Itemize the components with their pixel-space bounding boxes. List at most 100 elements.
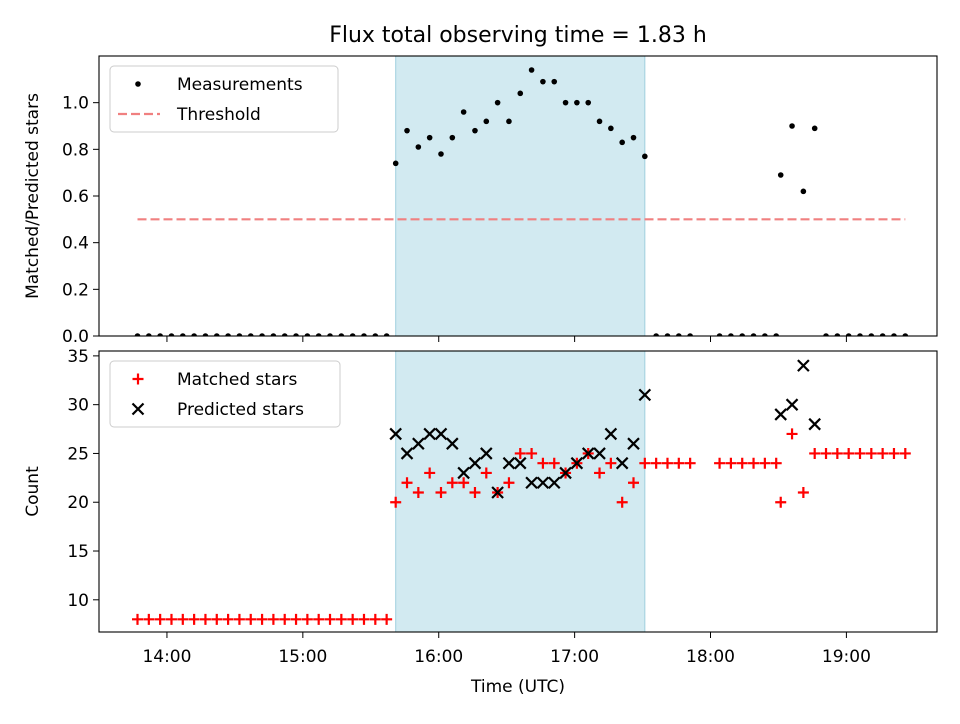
- predicted-star-point: [502, 456, 516, 470]
- measurement-point: [596, 118, 603, 125]
- measurement-point: [236, 333, 243, 336]
- measurement-point: [716, 333, 723, 336]
- measurement-point: [891, 333, 897, 336]
- matched-star-point: [877, 447, 889, 459]
- measurement-point: [472, 127, 478, 134]
- predicted-star-point: [547, 476, 561, 489]
- matched-star-point: [809, 447, 821, 459]
- predicted-star-point: [581, 447, 595, 460]
- matched-star-point: [748, 457, 760, 469]
- matched-star-point: [143, 613, 155, 625]
- matched-star-point: [132, 613, 144, 625]
- matched-star-point: [412, 486, 424, 498]
- measurement-point: [168, 333, 175, 336]
- matched-star-point: [899, 447, 911, 459]
- y-tick-label: 30: [67, 396, 89, 416]
- x-tick-label: 15:00: [278, 647, 327, 667]
- measurement-point: [676, 333, 682, 336]
- predicted-star-point: [412, 437, 425, 450]
- matched-star-point: [786, 428, 798, 440]
- measurement-point: [773, 333, 779, 336]
- marks: [132, 359, 911, 625]
- matched-star-point: [211, 613, 223, 625]
- matched-star-point: [526, 447, 538, 459]
- matched-star-point: [222, 613, 234, 625]
- measurement-point: [551, 78, 558, 85]
- legend-marker: [135, 81, 141, 87]
- panel-1: 0.0 0.2 0.4 0.6 0.8 1.0 Matched/Predicted star…: [23, 55, 938, 347]
- measurement-point: [868, 333, 875, 336]
- shaded-region: [395, 55, 646, 337]
- measurement-point: [281, 333, 288, 336]
- predicted-star-point: [423, 427, 436, 441]
- y-tick-label: 35: [67, 347, 89, 367]
- predicted-star-point: [389, 427, 402, 441]
- legend-box: [109, 360, 341, 428]
- predicted-star-point: [446, 437, 459, 450]
- legend-box: [109, 65, 339, 133]
- measurement-point: [392, 160, 399, 167]
- matched-star-point: [480, 467, 492, 479]
- matched-star-point: [267, 613, 279, 625]
- measurement-point: [506, 118, 512, 125]
- measurement-point: [134, 333, 141, 336]
- matched-star-point: [865, 447, 877, 459]
- matched-star-point: [358, 613, 370, 625]
- measurement-point: [687, 333, 693, 336]
- matched-star-point: [199, 613, 211, 625]
- measurement-point: [630, 134, 637, 141]
- matched-star-point: [888, 447, 900, 459]
- measurement-point: [460, 109, 467, 115]
- measurement-point: [857, 333, 863, 336]
- matched-star-point: [401, 477, 413, 489]
- matched-star-point: [154, 613, 166, 625]
- matched-star-point: [347, 613, 359, 625]
- x-tick-label: 18:00: [686, 647, 735, 667]
- measurement-point: [225, 333, 231, 336]
- measurement-point: [777, 172, 784, 178]
- matched-star-point: [639, 457, 651, 469]
- measurement-point: [834, 333, 841, 336]
- matched-star-point: [290, 613, 302, 625]
- measurement-point: [585, 99, 592, 106]
- y-tick-label: 10: [67, 591, 89, 611]
- measurement-point: [811, 125, 818, 132]
- y-tick-label: 0.2: [62, 280, 89, 300]
- measurement-point: [540, 78, 546, 85]
- matched-star-point: [775, 496, 787, 508]
- matched-star-point: [435, 486, 447, 498]
- matched-star-point: [548, 457, 560, 469]
- matched-star-point: [279, 613, 291, 625]
- measurement-point: [517, 90, 524, 97]
- series-measurements: [134, 67, 909, 336]
- y-tick-label: 0.6: [62, 187, 89, 207]
- matched-star-point: [446, 477, 458, 489]
- measurement-point: [739, 333, 746, 336]
- measurement-point: [349, 333, 356, 336]
- measurement-point: [213, 333, 220, 336]
- predicted-star-point: [400, 447, 414, 460]
- measurement-point: [619, 139, 625, 146]
- matched-star-point: [714, 457, 726, 469]
- predicted-star-point: [774, 408, 788, 421]
- measurement-point: [247, 333, 254, 336]
- measurement-point: [438, 151, 444, 157]
- x-tick-label: 17:00: [550, 647, 599, 667]
- predicted-star-point: [615, 456, 629, 470]
- matched-star-point: [594, 467, 606, 479]
- matched-star-point: [843, 447, 855, 459]
- matched-star-point: [661, 457, 673, 469]
- matched-star-point: [537, 457, 549, 469]
- y-tick-label: 0.0: [62, 327, 89, 347]
- legend-label: Predicted stars: [177, 400, 304, 420]
- matched-star-point: [301, 613, 313, 625]
- measurement-point: [361, 333, 367, 336]
- chart-title: Flux total observing time = 1.83 h: [329, 23, 707, 48]
- matched-star-point: [831, 447, 843, 459]
- predicted-star-point: [468, 456, 482, 470]
- measurement-point: [404, 127, 410, 134]
- measurement-point: [608, 125, 614, 132]
- x-axis-label: Time (UTC): [470, 677, 565, 697]
- panel-2: 10 15 20 25 30 35 14:00 15:00 16:00 17:00 18:00 19:…: [23, 347, 938, 667]
- measurement-point: [642, 153, 648, 160]
